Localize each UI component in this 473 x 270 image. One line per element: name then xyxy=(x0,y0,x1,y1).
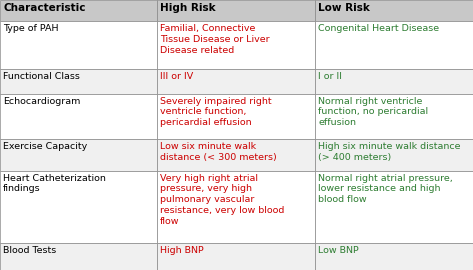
Text: Type of PAH: Type of PAH xyxy=(3,24,59,33)
Text: Severely impaired right
ventricle function,
pericardial effusion: Severely impaired right ventricle functi… xyxy=(160,97,272,127)
Bar xyxy=(0,21,157,69)
Bar xyxy=(0,0,157,21)
Text: Characteristic: Characteristic xyxy=(3,3,86,13)
Bar xyxy=(315,243,473,270)
Bar xyxy=(0,93,157,139)
Text: Low Risk: Low Risk xyxy=(318,3,370,13)
Text: High six minute walk distance
(> 400 meters): High six minute walk distance (> 400 met… xyxy=(318,142,461,162)
Text: High BNP: High BNP xyxy=(160,246,204,255)
Text: Low six minute walk
distance (< 300 meters): Low six minute walk distance (< 300 mete… xyxy=(160,142,277,162)
Text: Very high right atrial
pressure, very high
pulmonary vascular
resistance, very l: Very high right atrial pressure, very hi… xyxy=(160,174,284,226)
Text: Echocardiogram: Echocardiogram xyxy=(3,97,80,106)
Text: High Risk: High Risk xyxy=(160,3,216,13)
Text: Low BNP: Low BNP xyxy=(318,246,359,255)
Bar xyxy=(315,0,473,21)
Bar xyxy=(157,171,315,243)
Bar xyxy=(315,93,473,139)
Bar xyxy=(157,139,315,171)
Bar xyxy=(157,69,315,93)
Text: Congenital Heart Disease: Congenital Heart Disease xyxy=(318,24,439,33)
Text: III or IV: III or IV xyxy=(160,72,193,82)
Bar xyxy=(0,243,157,270)
Bar xyxy=(157,21,315,69)
Bar xyxy=(0,139,157,171)
Bar xyxy=(315,21,473,69)
Bar xyxy=(315,69,473,93)
Text: Functional Class: Functional Class xyxy=(3,72,80,82)
Bar xyxy=(157,243,315,270)
Text: Normal right atrial pressure,
lower resistance and high
blood flow: Normal right atrial pressure, lower resi… xyxy=(318,174,453,204)
Bar xyxy=(157,0,315,21)
Bar xyxy=(315,171,473,243)
Text: Heart Catheterization
findings: Heart Catheterization findings xyxy=(3,174,106,193)
Text: Exercise Capacity: Exercise Capacity xyxy=(3,142,87,151)
Bar xyxy=(0,69,157,93)
Text: Familial, Connective
Tissue Disease or Liver
Disease related: Familial, Connective Tissue Disease or L… xyxy=(160,24,270,55)
Text: Normal right ventricle
function, no pericardial
effusion: Normal right ventricle function, no peri… xyxy=(318,97,428,127)
Bar xyxy=(157,93,315,139)
Text: I or II: I or II xyxy=(318,72,342,82)
Text: Blood Tests: Blood Tests xyxy=(3,246,56,255)
Bar xyxy=(0,171,157,243)
Bar xyxy=(315,139,473,171)
